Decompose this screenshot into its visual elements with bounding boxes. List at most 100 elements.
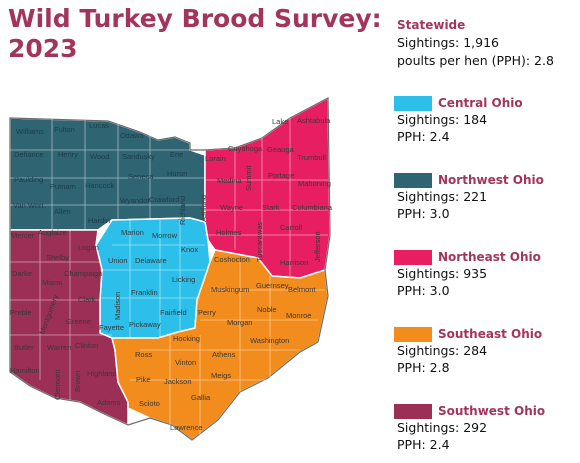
county-monroe: Monroe <box>286 311 311 320</box>
county-franklin: Franklin <box>131 288 158 297</box>
county-defiance: Defiance <box>14 150 44 159</box>
county-guernsey: Guernsey <box>256 281 289 290</box>
county-preble: Preble <box>10 308 32 317</box>
statewide-sightings: Sightings: 1,916 <box>397 35 499 50</box>
legend-southeast-ohio: Southeast Ohio Sightings: 284 PPH: 2.8 <box>394 326 542 376</box>
legend-swatch-southwest <box>394 403 432 419</box>
county-pike: Pike <box>136 375 151 384</box>
county-warren: Warren <box>47 343 71 352</box>
northwest-pph: PPH: 3.0 <box>397 206 450 221</box>
county-delaware: Delaware <box>135 256 167 265</box>
county-trumbull: Trumbull <box>297 153 326 162</box>
county-fairfield: Fairfield <box>160 308 187 317</box>
county-tuscarawas: Tuscarawas <box>255 222 264 262</box>
county-clark: Clark <box>78 295 96 304</box>
county-madison: Madison <box>113 292 122 320</box>
county-cuyahoga: Cuyahoga <box>228 144 263 153</box>
county-logan: Logan <box>78 243 99 252</box>
county-williams: Williams <box>16 127 44 136</box>
county-geauga: Geauga <box>267 145 295 154</box>
county-coshocton: Coshocton <box>214 255 250 264</box>
county-fulton: Fulton <box>54 125 75 134</box>
county-harrison: Harrison <box>280 258 308 267</box>
title-line-2: 2023 <box>8 34 78 63</box>
county-labels: Williams Fulton Lucas Ottawa Defiance He… <box>10 116 333 432</box>
county-carroll: Carroll <box>280 223 302 232</box>
county-muskingum: Muskingum <box>211 285 249 294</box>
county-hancock: Hancock <box>85 181 114 190</box>
county-richland: Richland <box>178 196 187 225</box>
county-wyandot: Wyandot <box>120 196 150 205</box>
county-erie: Erie <box>170 150 183 159</box>
legend-northeast-ohio: Northeast Ohio Sightings: 935 PPH: 3.0 <box>394 249 541 299</box>
county-paulding: Paulding <box>14 175 43 184</box>
county-lorain: Lorain <box>205 154 226 163</box>
county-portage: Portage <box>268 171 294 180</box>
county-jefferson: Jefferson <box>313 231 322 262</box>
county-seneca: Seneca <box>128 172 154 181</box>
county-union: Union <box>108 256 128 265</box>
map-title: Wild Turkey Brood Survey: 2023 <box>8 4 382 64</box>
county-fayette: Fayette <box>99 323 124 332</box>
county-lucas: Lucas <box>89 121 109 130</box>
county-ross: Ross <box>135 350 152 359</box>
county-mahoning: Mahoning <box>298 179 331 188</box>
county-vinton: Vinton <box>175 358 196 367</box>
county-putnam: Putnam <box>50 182 76 191</box>
county-belmont: Belmont <box>288 285 316 294</box>
county-scioto: Scioto <box>139 399 160 408</box>
central-pph: PPH: 2.4 <box>397 129 450 144</box>
county-perry: Perry <box>198 308 216 317</box>
statewide-heading: Statewide <box>397 18 466 32</box>
county-columbiana: Columbiana <box>292 203 333 212</box>
county-miami: Miami <box>42 278 62 287</box>
county-mercer: Mercer <box>11 231 35 240</box>
legend-northwest-ohio: Northwest Ohio Sightings: 221 PPH: 3.0 <box>394 172 544 222</box>
county-greene: Greene <box>66 317 91 326</box>
legend-name-northeast: Northeast Ohio <box>438 250 541 264</box>
county-summit: Summit <box>244 165 253 191</box>
legend-panel: Statewide Sightings: 1,916 poults per he… <box>394 18 578 452</box>
legend-swatch-central <box>394 95 432 111</box>
county-meigs: Meigs <box>211 371 231 380</box>
northwest-sightings: Sightings: 221 <box>397 189 488 204</box>
county-shelby: Shelby <box>46 253 69 262</box>
ohio-region-map: Williams Fulton Lucas Ottawa Defiance He… <box>9 96 333 441</box>
statewide-summary: Statewide Sightings: 1,916 poults per he… <box>394 18 578 70</box>
legend-swatch-northeast <box>394 249 432 265</box>
county-jackson: Jackson <box>164 377 192 386</box>
southwest-pph: PPH: 2.4 <box>397 437 450 452</box>
county-wayne: Wayne <box>220 203 243 212</box>
legend-swatch-southeast <box>394 326 432 342</box>
county-ashtabula: Ashtabula <box>297 116 331 125</box>
legend-name-southwest: Southwest Ohio <box>438 404 546 418</box>
northeast-pph: PPH: 3.0 <box>397 283 450 298</box>
county-huron: Huron <box>167 169 187 178</box>
county-washington: Washington <box>250 336 289 345</box>
state-outline <box>9 97 331 441</box>
county-butler: Butler <box>14 343 34 352</box>
county-auglaize: Auglaize <box>38 228 67 237</box>
northeast-sightings: Sightings: 935 <box>397 266 488 281</box>
county-morrow: Morrow <box>152 231 178 240</box>
county-hardin: Hardin <box>88 216 110 225</box>
county-hocking: Hocking <box>173 334 200 343</box>
county-sandusky: Sandusky <box>122 152 155 161</box>
county-lawrence: Lawrence <box>170 423 203 432</box>
county-stark: Stark <box>262 203 280 212</box>
county-marion: Marion <box>121 228 144 237</box>
county-gallia: Gallia <box>191 393 211 402</box>
county-morgan: Morgan <box>227 318 252 327</box>
county-medina: Medina <box>217 176 242 185</box>
county-licking: Licking <box>172 275 195 284</box>
county-athens: Athens <box>212 350 236 359</box>
county-clermont: Clermont <box>53 369 62 400</box>
southeast-sightings: Sightings: 284 <box>397 343 488 358</box>
legend-name-southeast: Southeast Ohio <box>438 327 543 341</box>
county-hamilton: Hamilton <box>10 366 40 375</box>
county-lake: Lake <box>272 117 288 126</box>
county-noble: Noble <box>257 305 277 314</box>
county-van-wert: Van Wert <box>13 201 44 210</box>
county-crawford: Crawford <box>149 195 179 204</box>
county-ashland: Ashland <box>199 195 208 222</box>
